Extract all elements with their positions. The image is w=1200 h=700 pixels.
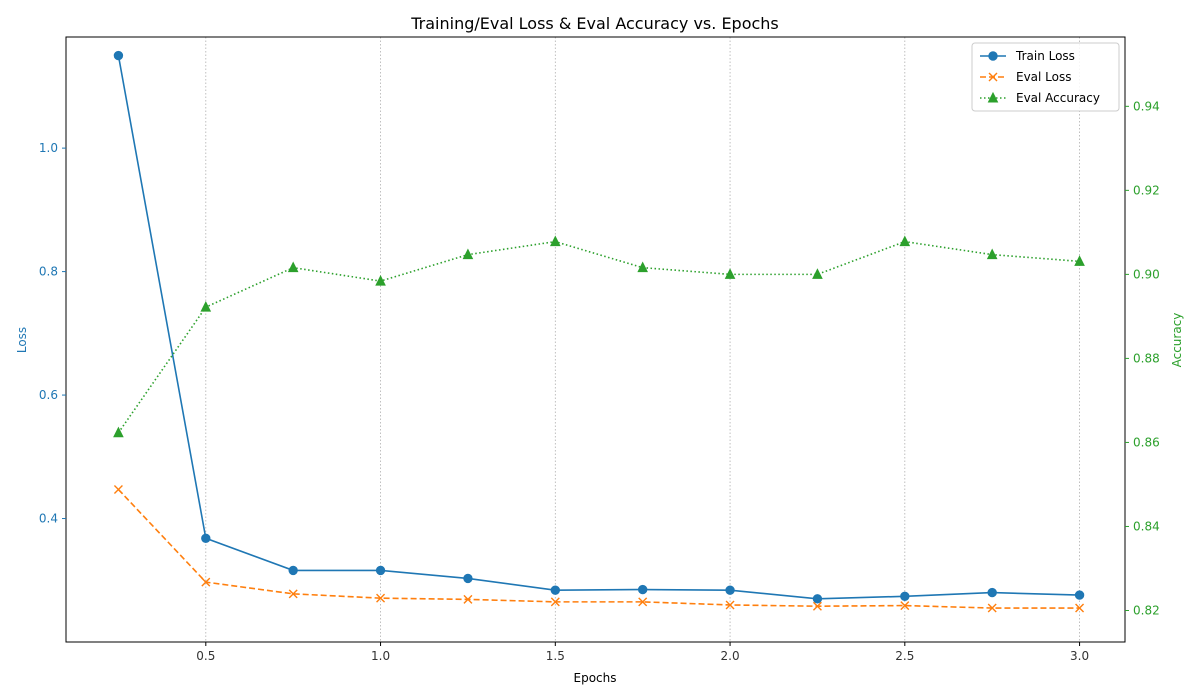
plot-frame [65, 36, 1126, 643]
legend-label: Train Loss [1015, 49, 1075, 63]
grid-layer [205, 37, 1080, 642]
train-loss-point [812, 594, 823, 604]
legend-item-eval-accuracy: Eval Accuracy [980, 91, 1100, 105]
x-axis-label: Epochs [574, 671, 617, 685]
eval-accuracy-point [637, 261, 648, 273]
legend-item-eval-loss: Eval Loss [980, 70, 1072, 84]
train-loss-point [288, 565, 298, 576]
eval-loss-point [1075, 603, 1085, 613]
eval-accuracy-line [117, 240, 1080, 434]
eval-loss-point [288, 589, 298, 599]
train-loss-point [113, 50, 124, 61]
train-loss-point [201, 533, 211, 543]
y-left-tick-label: 0.4 [39, 512, 58, 526]
train-loss-point [637, 584, 648, 595]
y-left-tick-label: 0.6 [39, 388, 58, 402]
series-train-loss [113, 50, 1085, 604]
legend-marker-eval-loss [988, 72, 998, 82]
eval-loss-point [463, 594, 473, 604]
eval-accuracy-point [549, 235, 561, 247]
y-right-tick-label: 0.84 [1133, 519, 1160, 533]
y-axis-left-label: Loss [15, 327, 29, 353]
eval-accuracy-point [1074, 255, 1085, 266]
train-loss-line [117, 55, 1080, 600]
legend-label: Eval Accuracy [1016, 91, 1100, 105]
train-loss-point [987, 587, 997, 598]
axes-layer: 0.5 1.0 1.5 2.0 2.5 3.0 0.4 0.6 0.8 1.0 0.82 0.84 0.… [39, 99, 1160, 663]
y-right-tick-label: 0.86 [1133, 435, 1160, 449]
eval-accuracy-point [899, 235, 911, 247]
y-axis-right-label: Accuracy [1170, 313, 1184, 368]
eval-loss-point [201, 577, 211, 587]
legend-label: Eval Loss [1016, 70, 1072, 84]
train-loss-point [900, 591, 910, 602]
x-tick-label: 3.0 [1070, 649, 1089, 663]
eval-accuracy-point [375, 274, 386, 286]
y-right-tick-label: 0.92 [1133, 183, 1160, 197]
x-tick-label: 2.0 [721, 649, 740, 663]
y-right-tick-label: 0.88 [1133, 351, 1160, 365]
series-eval-loss [113, 485, 1085, 613]
x-tick-label: 2.5 [895, 649, 914, 663]
train-loss-point [550, 585, 561, 595]
x-tick-label: 0.5 [196, 649, 215, 663]
eval-loss-point [113, 485, 123, 495]
y-right-tick-label: 0.90 [1133, 267, 1160, 281]
eval-loss-point [550, 597, 560, 607]
train-loss-point [1074, 590, 1085, 600]
eval-accuracy-point [287, 261, 299, 273]
x-tick-label: 1.0 [371, 649, 390, 663]
legend-item-train-loss: Train Loss [980, 49, 1075, 63]
eval-loss-line [117, 488, 1080, 609]
eval-accuracy-point [200, 301, 212, 312]
legend-box [971, 42, 1120, 112]
eval-loss-point [638, 597, 648, 607]
train-loss-point [375, 565, 386, 576]
eval-accuracy-point [462, 248, 474, 260]
eval-accuracy-point [113, 426, 124, 438]
legend-marker-eval-accuracy [987, 91, 999, 103]
y-right-tick-label: 0.94 [1133, 99, 1160, 113]
eval-loss-point [812, 601, 822, 611]
y-left-tick-label: 0.8 [39, 265, 58, 279]
eval-loss-point [725, 600, 735, 610]
eval-loss-point [376, 593, 386, 603]
eval-loss-point [900, 601, 910, 611]
series-layer [113, 50, 1085, 613]
chart-title: Training/Eval Loss & Eval Accuracy vs. E… [410, 14, 779, 33]
eval-accuracy-point [812, 268, 823, 279]
train-loss-point [725, 585, 735, 595]
eval-loss-point [987, 603, 997, 613]
y-right-tick-label: 0.82 [1133, 603, 1160, 617]
eval-accuracy-point [724, 268, 736, 279]
series-eval-accuracy [113, 235, 1085, 438]
legend: Train Loss Eval Loss Eval Accuracy [971, 42, 1120, 112]
eval-accuracy-point [986, 248, 998, 260]
legend-marker-train-loss [988, 51, 998, 61]
train-loss-point [463, 573, 473, 584]
y-left-tick-label: 1.0 [39, 141, 58, 155]
x-tick-label: 1.5 [546, 649, 565, 663]
